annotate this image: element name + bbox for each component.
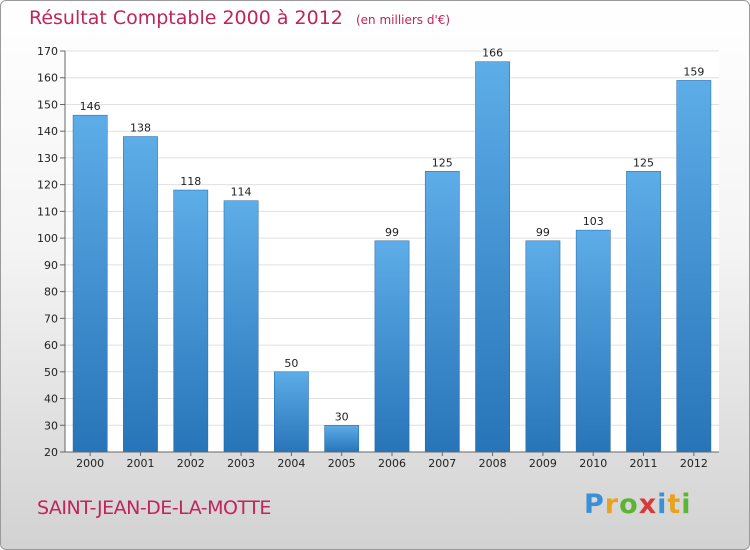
data-label-2003: 114 <box>231 186 252 199</box>
bars: 146 138 118 114 50 30 99 125 166 99 103 125 159 <box>72 47 712 453</box>
y-tick-label-90: 90 <box>44 259 58 272</box>
bar-2003 <box>223 200 259 453</box>
y-tick-label-70: 70 <box>44 312 58 325</box>
data-label-2000: 146 <box>80 100 101 113</box>
bar-2006 <box>374 240 410 453</box>
data-label-2011: 125 <box>633 156 654 169</box>
y-tick-label-40: 40 <box>44 393 58 406</box>
y-tick-label-160: 160 <box>37 72 58 85</box>
x-tick-label-2009: 2009 <box>529 457 557 470</box>
bar-2011 <box>626 171 661 453</box>
bar-2012 <box>676 80 712 453</box>
x-tick-label-2005: 2005 <box>328 457 356 470</box>
y-tick-label-50: 50 <box>44 366 58 379</box>
x-tick-label-2002: 2002 <box>177 457 205 470</box>
y-tick-label-20: 20 <box>44 446 58 459</box>
x-tick-label-2001: 2001 <box>126 457 154 470</box>
axes: 20 30 40 50 60 70 80 90 100 110 120 130 140 150 160 170… <box>37 45 719 470</box>
data-label-2004: 50 <box>284 357 298 370</box>
x-tick-label-2000: 2000 <box>76 457 104 470</box>
x-tick-label-2011: 2011 <box>630 457 658 470</box>
data-label-2012: 159 <box>683 65 704 78</box>
x-tick-label-2006: 2006 <box>378 457 406 470</box>
y-tick-label-30: 30 <box>44 419 58 432</box>
y-tick-label-60: 60 <box>44 339 58 352</box>
y-tick-label-150: 150 <box>37 98 58 111</box>
bar-2004 <box>274 371 309 453</box>
bar-2010 <box>575 229 611 453</box>
x-tick-label-2007: 2007 <box>428 457 456 470</box>
data-label-2001: 138 <box>130 122 151 135</box>
y-tick-label-100: 100 <box>37 232 58 245</box>
data-label-2007: 125 <box>432 156 453 169</box>
x-tick-label-2010: 2010 <box>579 457 607 470</box>
y-tick-label-140: 140 <box>37 125 58 138</box>
data-label-2010: 103 <box>583 215 604 228</box>
y-tick-label-130: 130 <box>37 152 58 165</box>
data-label-2005: 30 <box>335 410 349 423</box>
x-tick-label-2003: 2003 <box>227 457 255 470</box>
x-tick-label-2008: 2008 <box>479 457 507 470</box>
data-label-2002: 118 <box>180 175 201 188</box>
y-tick-label-170: 170 <box>37 45 58 58</box>
proxiti-logo: Proxiti <box>584 489 692 520</box>
bar-2009 <box>525 240 561 453</box>
bar-2001 <box>123 136 158 453</box>
y-tick-label-80: 80 <box>44 286 58 299</box>
x-tick-label-2004: 2004 <box>277 457 305 470</box>
data-label-2009: 99 <box>536 226 550 239</box>
bar-2005 <box>324 425 360 453</box>
x-tick-label-2012: 2012 <box>680 457 708 470</box>
bar-2007 <box>424 171 460 453</box>
city-name: SAINT-JEAN-DE-LA-MOTTE <box>37 497 271 519</box>
chart-title-block: Résultat Comptable 2000 à 2012 (en milli… <box>29 7 450 29</box>
bar-2002 <box>173 189 209 453</box>
bar-2008 <box>475 61 510 453</box>
data-label-2006: 99 <box>385 226 399 239</box>
chart-unit: (en milliers d'€) <box>355 13 451 27</box>
chart-title: Résultat Comptable 2000 à 2012 <box>29 7 343 29</box>
y-tick-label-110: 110 <box>37 205 58 218</box>
bar-2000 <box>72 114 108 453</box>
y-tick-label-120: 120 <box>37 179 58 192</box>
data-label-2008: 166 <box>482 47 503 60</box>
